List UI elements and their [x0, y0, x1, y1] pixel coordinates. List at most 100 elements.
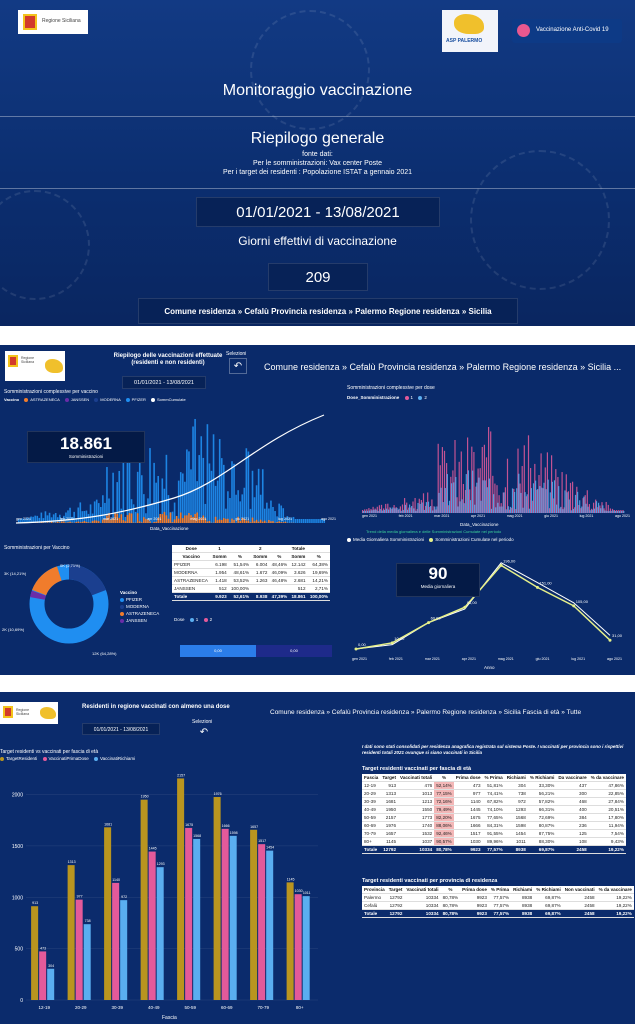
legend-item[interactable]: VaccinatiPrimaDose [48, 756, 89, 761]
media-point[interactable] [535, 585, 539, 589]
column-header[interactable]: % [440, 886, 461, 894]
bar-VaccinatiRichiami[interactable] [83, 924, 91, 1000]
donut-slice-astrazeneca[interactable] [28, 563, 111, 646]
table-row[interactable]: 60-69 1976 1740 88,06% 1666 84,31% 1598 80,87% 2… [362, 821, 626, 830]
table-row[interactable]: Palermo 12792 10334 80,78% 9923 77,57% 8938 69,… [362, 893, 634, 902]
dose2-bar [488, 478, 490, 513]
bar-VaccinatiPrimaDose[interactable] [148, 851, 156, 1000]
column-header[interactable]: Target [380, 774, 399, 782]
dose-selector[interactable]: Dose 1 2 [174, 617, 213, 622]
legend-item[interactable]: SommCumulate [157, 397, 186, 402]
bar-TargetResidenti[interactable] [213, 797, 221, 1000]
bar-VaccinatiPrimaDose[interactable] [39, 951, 47, 1000]
column-header[interactable]: % Richiami [534, 886, 563, 894]
bar-TargetResidenti[interactable] [104, 827, 112, 1000]
bar-VaccinatiRichiami[interactable] [266, 850, 274, 1000]
legend-item[interactable]: 2 [424, 395, 427, 400]
column-header[interactable]: Fascia [362, 774, 381, 782]
dose2-bar [379, 508, 381, 513]
column-header[interactable]: Da vaccinare [556, 774, 589, 782]
legend-item[interactable]: JANSSEN [70, 397, 90, 402]
legend-item[interactable]: ASTRAZENECA [120, 610, 159, 617]
bar-TargetResidenti[interactable] [67, 865, 75, 1000]
reset-selection-button[interactable]: ↶ [196, 726, 212, 739]
media-point[interactable] [354, 647, 358, 651]
dose-option-icon[interactable] [203, 617, 208, 622]
bar-TargetResidenti[interactable] [177, 778, 185, 1000]
column-header[interactable]: % Prima [482, 774, 505, 782]
donut-slice-janssen[interactable] [29, 564, 109, 644]
dose2-bar [469, 500, 472, 513]
column-header[interactable]: % da vaccinare [588, 774, 626, 782]
bar-VaccinatiRichiami[interactable] [120, 900, 128, 1000]
bar-VaccinatiPrimaDose[interactable] [75, 899, 83, 1000]
filter-bar[interactable]: Comune residenza » Cefalù Provincia resi… [264, 362, 622, 372]
legend-item[interactable]: MODERNA [120, 603, 159, 610]
table-row[interactable]: Cefalù 12792 10334 80,78% 9923 77,57% 8938 69,8… [362, 901, 634, 910]
legend-item[interactable]: Somministrazioni Cumulate nel periodo [435, 537, 514, 542]
table-row[interactable]: 40-49 1950 1550 79,49% 1445 74,10% 1293 66,31% 4… [362, 805, 626, 814]
table-row[interactable]: 12-19 913 476 52,14% 473 51,81% 304 33,30% 437 47… [362, 781, 626, 790]
media-point[interactable] [608, 638, 612, 642]
legend-item[interactable]: PFIZER [131, 397, 146, 402]
filter-bar[interactable]: Comune residenza » Cefalù Provincia resi… [138, 298, 518, 324]
bar-VaccinatiRichiami[interactable] [229, 835, 237, 1000]
legend-item[interactable]: 1 [410, 395, 414, 400]
table-row[interactable]: 50-59 2157 1773 82,20% 1675 77,65% 1568 72,69% 3… [362, 813, 626, 822]
table-row[interactable]: PFIZER 6.198 51,54% 6.004 48,46% 12.142 64,38% [172, 560, 330, 569]
column-header[interactable]: Prima dose [453, 774, 483, 782]
table-row[interactable]: Dose 1 2 Totale [172, 545, 330, 553]
table-row[interactable]: Vaccino Somm% Somm% Somm% [172, 552, 330, 561]
bar-TargetResidenti[interactable] [250, 829, 258, 1000]
table-row[interactable]: JANSSEN 512 100,00% 512 2,71% [172, 584, 330, 593]
bar-VaccinatiRichiami[interactable] [302, 896, 310, 1000]
bar-VaccinatiPrimaDose[interactable] [294, 894, 302, 1000]
column-header[interactable]: Provincia [362, 886, 387, 894]
bar-VaccinatiRichiami[interactable] [193, 838, 201, 1000]
column-header[interactable]: Vaccinati totali [404, 886, 441, 894]
media-point[interactable] [463, 605, 467, 609]
bar-TargetResidenti[interactable] [286, 882, 294, 1000]
column-header[interactable]: Richiami [511, 886, 535, 894]
column-header[interactable]: Non vaccinati [562, 886, 597, 894]
filter-bar[interactable]: Comune residenza » Cefalù Provincia resi… [270, 709, 582, 716]
column-header[interactable]: % Richiami [527, 774, 557, 782]
bar-TargetResidenti[interactable] [31, 906, 39, 1000]
column-header[interactable]: Richiami [504, 774, 528, 782]
bar-VaccinatiPrimaDose[interactable] [221, 828, 229, 1000]
column-header[interactable]: % [434, 774, 454, 782]
column-header[interactable]: % da vaccinare [596, 886, 634, 894]
legend-item[interactable]: Media Giornaliera Somministrazioni [353, 537, 425, 542]
table-row[interactable]: ASTRAZENECA 1.418 53,52% 1.263 46,48% 2.681 14… [172, 576, 330, 585]
bar-VaccinatiPrimaDose[interactable] [185, 827, 193, 1000]
bar-VaccinatiPrimaDose[interactable] [112, 882, 120, 1000]
column-header[interactable]: % Prima [488, 886, 512, 894]
table-row[interactable]: Totale 9.923 52,61% 8.938 47,39% 18.861 100,00… [172, 592, 330, 601]
media-point[interactable] [427, 621, 431, 625]
table-row[interactable]: 70-79 1657 1532 92,46% 1517 91,55% 1454 87,75% 1… [362, 829, 626, 838]
legend-item[interactable]: TargetResidenti [6, 756, 38, 761]
table-row[interactable]: MODERNA 1.954 48,61% 1.672 46,09% 3.626 19,69% [172, 568, 330, 577]
column-header[interactable]: Vaccinati totali [398, 774, 435, 782]
bar-VaccinatiRichiami[interactable] [47, 968, 55, 1000]
bar-VaccinatiRichiami[interactable] [156, 867, 164, 1000]
column-header[interactable]: Prima dose [460, 886, 489, 894]
legend-item[interactable]: JANSSEN [120, 617, 159, 624]
legend-item[interactable]: ASTRAZENECA [30, 397, 60, 402]
legend-item[interactable]: VaccinatiRichiami [100, 756, 136, 761]
legend-item[interactable]: PFIZER [120, 596, 159, 603]
table-row[interactable]: 20-29 1313 1013 77,15% 977 74,41% 738 56,21% 300… [362, 789, 626, 798]
bar-VaccinatiPrimaDose[interactable] [258, 844, 266, 1000]
media-point[interactable] [572, 604, 576, 608]
legend-item[interactable]: MODERNA [100, 397, 121, 402]
donut-slice-moderna[interactable] [29, 564, 109, 644]
reset-selection-button[interactable]: ↶ [229, 358, 247, 374]
table-row[interactable]: 80+ 1145 1037 90,57% 1030 89,96% 1011 88,30% 108… [362, 837, 626, 846]
media-point[interactable] [390, 641, 394, 645]
dose1-bar [475, 486, 477, 513]
media-point[interactable] [499, 563, 503, 567]
column-header[interactable]: Target [386, 886, 405, 894]
bar-TargetResidenti[interactable] [140, 799, 148, 1000]
dose-option-icon[interactable] [189, 617, 194, 622]
table-row[interactable]: 30-39 1681 1213 72,16% 1140 67,82% 972 57,82% 46… [362, 797, 626, 806]
